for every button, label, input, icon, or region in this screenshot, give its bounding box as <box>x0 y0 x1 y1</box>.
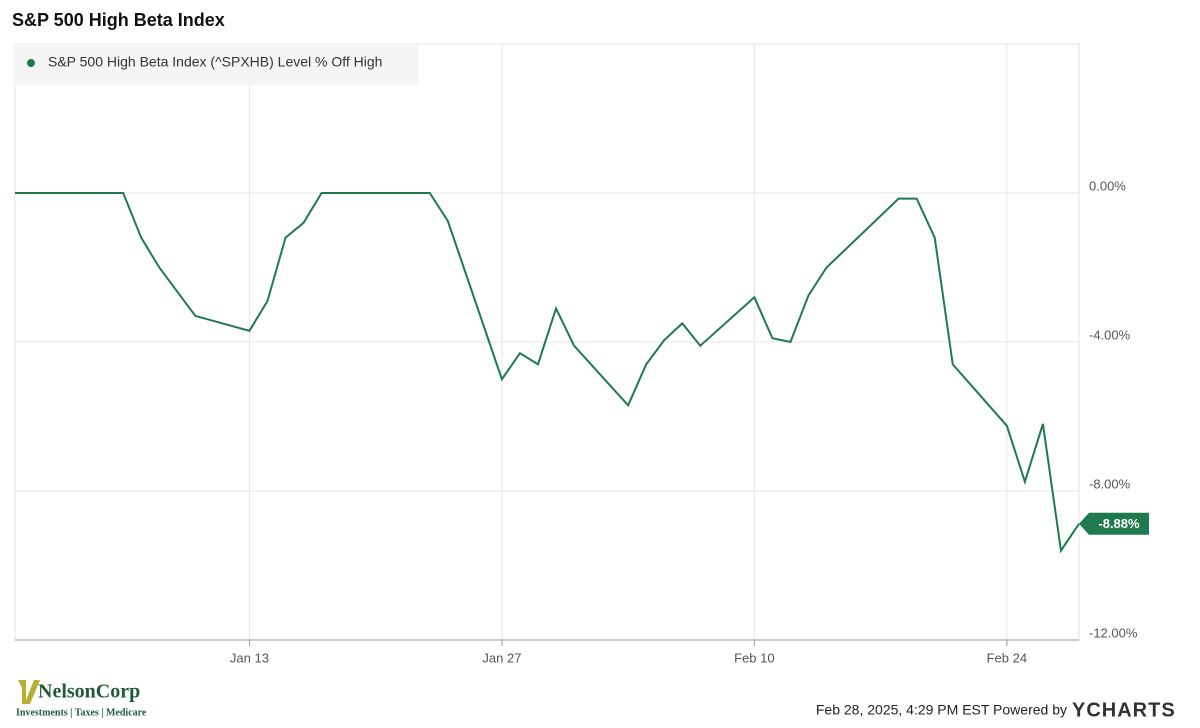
legend: S&P 500 High Beta Index (^SPXHB) Level %… <box>15 45 418 85</box>
x-tick-label: Feb 24 <box>987 650 1027 665</box>
y-tick-label: 0.00% <box>1089 178 1126 193</box>
value-badge <box>1079 512 1149 535</box>
logo-mark <box>18 680 40 704</box>
logo-tagline: Investments | Taxes | Medicare <box>16 707 147 718</box>
legend-label: S&P 500 High Beta Index (^SPXHB) Level %… <box>48 54 382 70</box>
brand: YCHARTS <box>1072 699 1176 721</box>
y-tick-label: -8.00% <box>1089 476 1131 491</box>
x-tick-label: Jan 27 <box>482 650 521 665</box>
x-tick-label: Feb 10 <box>734 650 774 665</box>
timestamp: Feb 28, 2025, 4:29 PM EST Powered by <box>816 702 1067 718</box>
chart-title: S&P 500 High Beta Index <box>12 10 225 30</box>
data-line <box>15 192 1080 554</box>
logo-name: NelsonCorp <box>38 681 140 703</box>
value-label: -8.88% <box>1098 516 1140 531</box>
footer: NelsonCorp Investments | Taxes | Medicar… <box>16 680 1176 721</box>
y-tick-label: -4.00% <box>1089 327 1131 342</box>
legend-marker <box>27 59 35 67</box>
x-tick-label: Jan 13 <box>230 650 269 665</box>
y-tick-label: -12.00% <box>1089 625 1138 640</box>
legend-box <box>15 45 418 85</box>
